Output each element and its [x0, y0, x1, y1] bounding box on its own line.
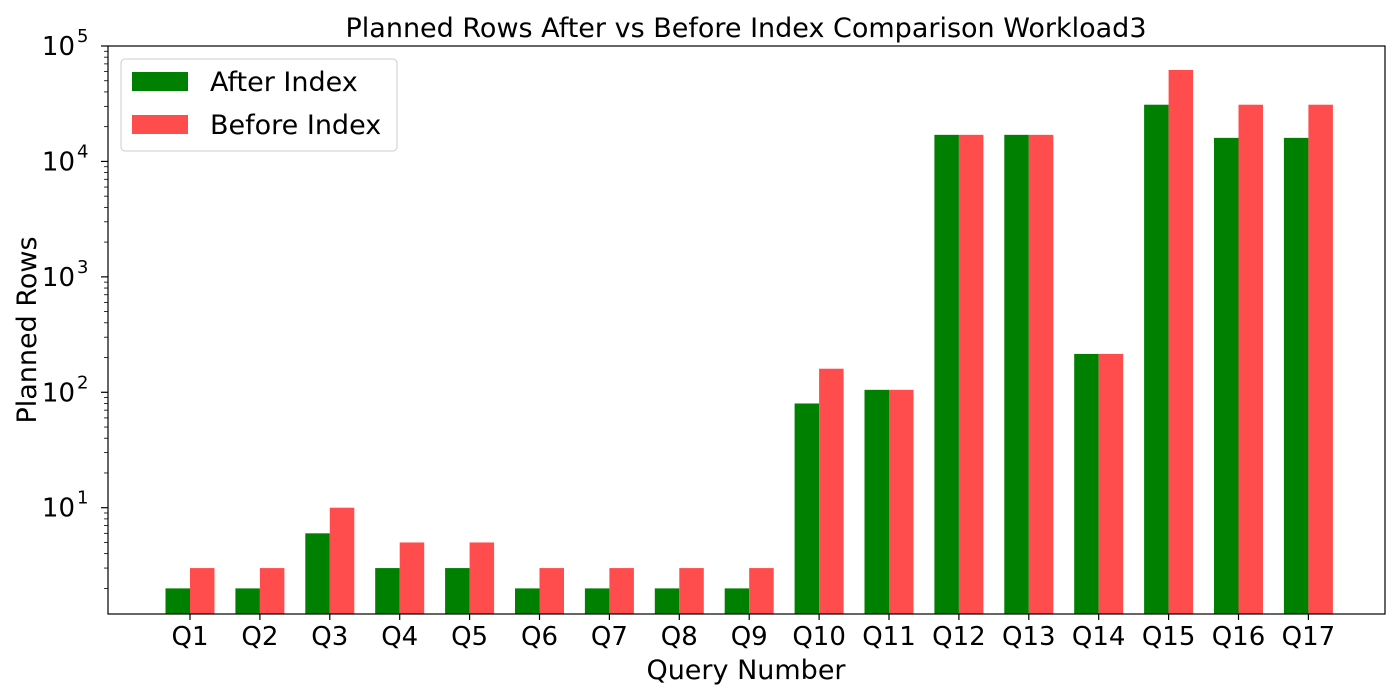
bar-after-q10	[794, 403, 820, 614]
x-tick-label-q14: Q14	[1072, 622, 1126, 652]
y-tick-exponent: 5	[77, 26, 88, 47]
x-tick-label-q13: Q13	[1002, 622, 1056, 652]
legend-swatch-after	[132, 72, 188, 91]
bar-after-q17	[1283, 137, 1309, 614]
bar-after-q9	[724, 588, 750, 614]
bar-after-q4	[375, 568, 400, 614]
x-tick-label-q12: Q12	[932, 622, 986, 652]
bar-after-q8	[654, 588, 680, 614]
bar-before-q8	[679, 568, 704, 614]
chart-title: Planned Rows After vs Before Index Compa…	[346, 13, 1147, 44]
bar-after-q7	[584, 588, 610, 614]
y-tick-exponent: 2	[77, 372, 88, 393]
x-tick-label-q17: Q17	[1282, 622, 1336, 652]
bar-after-q13	[1004, 134, 1029, 614]
bar-after-q2	[235, 588, 260, 614]
y-tick-exponent: 1	[77, 488, 88, 509]
x-tick-label-q4: Q4	[381, 622, 418, 652]
bar-after-q5	[445, 568, 470, 614]
x-tick-label-q3: Q3	[311, 622, 348, 652]
x-tick-label-q7: Q7	[591, 622, 628, 652]
x-axis: Q1 Q2 Q3 Q4 Q5 Q6 Q7 Q8 Q9 Q10 Q11 Q12 Q13 Q14 Q15 Q16 Q…	[171, 614, 1335, 652]
y-axis-label: Planned Rows	[12, 236, 43, 423]
y-tick-label-1e4: 10	[42, 147, 75, 177]
x-tick-label-q6: Q6	[521, 622, 558, 652]
y-tick-label-1e2: 10	[42, 378, 75, 408]
bar-before-q9	[749, 568, 774, 614]
legend-label-after: After Index	[210, 67, 358, 98]
bar-after-q16	[1214, 137, 1239, 614]
legend-frame	[120, 58, 398, 152]
x-tick-label-q2: Q2	[241, 622, 278, 652]
bar-before-q12	[958, 134, 984, 614]
legend-label-before: Before Index	[210, 110, 381, 141]
bar-before-q14	[1098, 353, 1124, 614]
bar-before-q6	[539, 568, 564, 614]
bars-group	[165, 69, 1333, 615]
bar-after-q12	[934, 134, 959, 614]
bar-before-q10	[819, 368, 844, 614]
plot-frame	[107, 45, 1386, 615]
bar-before-q15	[1168, 69, 1194, 614]
x-tick-label-q1: Q1	[171, 622, 208, 652]
x-axis-label: Query Number	[646, 655, 846, 686]
bar-before-q13	[1028, 134, 1054, 614]
bar-after-q15	[1144, 104, 1169, 615]
bar-before-q1	[190, 568, 215, 614]
legend: After Index Before Index	[120, 58, 398, 152]
x-tick-label-q15: Q15	[1142, 622, 1196, 652]
bar-before-q7	[609, 568, 634, 614]
x-tick-label-q8: Q8	[661, 622, 698, 652]
x-tick-label-q10: Q10	[792, 622, 846, 652]
y-tick-exponent: 3	[77, 257, 88, 278]
bar-after-q6	[515, 588, 540, 614]
bar-before-q2	[259, 568, 285, 614]
x-tick-label-q9: Q9	[731, 622, 768, 652]
x-tick-label-q16: Q16	[1212, 622, 1266, 652]
bar-before-q16	[1238, 104, 1263, 615]
bar-before-q11	[889, 389, 914, 614]
bar-after-q1	[165, 588, 190, 614]
y-tick-label-1e1: 10	[42, 494, 75, 524]
bar-before-q4	[399, 542, 425, 614]
legend-swatch-before	[132, 115, 188, 134]
x-tick-label-q11: Q11	[862, 622, 916, 652]
bar-before-q17	[1308, 104, 1333, 615]
y-tick-label-1e5: 10	[42, 32, 75, 62]
bar-before-q5	[469, 542, 495, 614]
y-tick-exponent: 4	[77, 141, 88, 162]
bar-after-q11	[864, 389, 889, 614]
bar-before-q3	[329, 507, 355, 614]
bar-after-q3	[305, 533, 330, 614]
bar-after-q14	[1074, 353, 1099, 614]
x-tick-label-q5: Q5	[451, 622, 488, 652]
y-tick-label-1e3: 10	[42, 263, 75, 293]
